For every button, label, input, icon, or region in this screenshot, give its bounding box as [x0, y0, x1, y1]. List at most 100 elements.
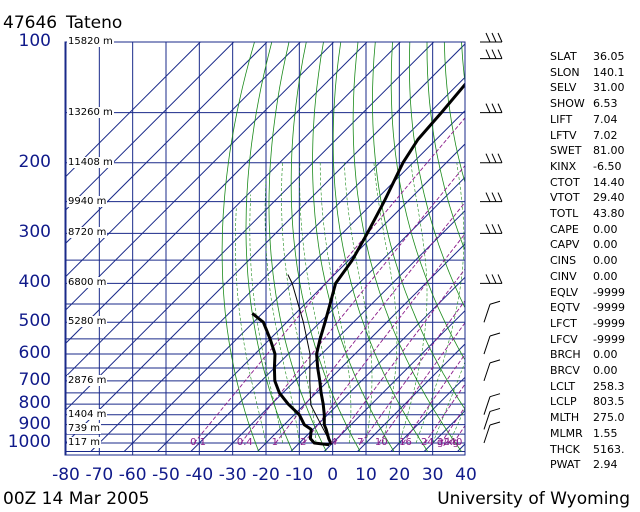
isotherm-line	[90, 76, 465, 452]
wind-barb	[480, 274, 503, 284]
mixing-ratio-label: 16	[399, 437, 412, 448]
index-value: 275.0	[593, 411, 625, 425]
mixing-ratio-label: 0.1	[190, 437, 206, 448]
index-name: KINX	[550, 159, 577, 173]
index-value: -9999	[593, 301, 625, 315]
mixing-ratio-label: 32	[436, 437, 450, 448]
wind-barb	[480, 224, 503, 234]
index-name: MLMR	[550, 426, 583, 440]
index-name: LCLT	[550, 379, 576, 393]
index-name: EQTV	[550, 301, 580, 315]
index-value: 5163.	[593, 442, 625, 456]
mixing-ratio-line	[275, 201, 465, 444]
index-value: -9999	[593, 332, 625, 346]
pressure-tick-label: 500	[18, 311, 51, 332]
temperature-tick-label: -50	[152, 465, 180, 485]
mixing-ratio-line	[360, 300, 465, 444]
height-label: 1404 m	[67, 408, 108, 420]
moist-adiabat	[432, 361, 465, 444]
pressure-tick-label: 400	[18, 272, 51, 293]
index-value: 2.94	[593, 458, 618, 472]
index-value: -9999	[593, 316, 625, 330]
height-label: 6800 m	[67, 277, 108, 289]
mixing-ratio-line	[378, 322, 465, 444]
moist-adiabat	[399, 162, 428, 444]
index-name: MLTH	[550, 411, 580, 425]
pressure-tick-label: 200	[18, 151, 51, 172]
mixing-ratio-line	[334, 268, 465, 444]
index-value: 7.04	[593, 112, 618, 126]
mixing-ratio-label: 7	[357, 437, 364, 448]
index-name: TOTL	[550, 207, 579, 220]
height-label: 117 m	[67, 437, 102, 448]
isotherm-line	[65, 42, 401, 379]
mixing-ratio-label: 24	[420, 437, 434, 448]
plot-frame	[64, 41, 466, 456]
pressure-tick-label: 700	[18, 369, 51, 390]
temperature-tick-label: -80	[52, 465, 80, 485]
moist-adiabat	[281, 162, 317, 444]
index-name: VTOT	[550, 191, 580, 205]
temperature-tick-label: 40	[455, 465, 477, 485]
pressure-tick-label: 800	[18, 393, 51, 414]
isotherm-line	[65, 42, 268, 245]
wind-barb	[483, 393, 501, 415]
index-name: LFTV	[550, 128, 577, 142]
index-value: 0.00	[593, 254, 618, 268]
mixing-ratio-label: 1	[271, 437, 278, 448]
mixing-ratio-label: 40	[449, 437, 463, 448]
index-value: 6.53	[593, 97, 618, 111]
pressure-tick-label: 100	[18, 31, 51, 51]
height-label: 11408 m	[67, 156, 114, 168]
index-value: 803.5	[593, 395, 625, 409]
isotherm-line	[65, 42, 201, 179]
index-value: -9999	[593, 285, 625, 299]
mixing-ratio-line	[240, 164, 465, 444]
isotherm-line	[65, 42, 368, 345]
index-name: PWAT	[550, 458, 581, 472]
index-name: CINS	[550, 254, 577, 268]
index-name: CTOT	[550, 175, 580, 189]
index-name: BRCV	[550, 364, 580, 377]
mixing-ratio-label: 10	[374, 437, 388, 448]
station-name: Tateno	[66, 13, 123, 33]
data-source: University of Wyoming	[437, 489, 630, 509]
pressure-tick-label: 600	[18, 343, 51, 364]
pressure-tick-label: 300	[18, 222, 51, 243]
height-label: 15820 m	[67, 36, 114, 47]
index-name: BRCH	[550, 348, 581, 362]
index-value: 0.00	[593, 269, 618, 283]
temperature-tick-label: 10	[355, 465, 377, 485]
index-value: 81.00	[593, 144, 625, 158]
wind-barb	[483, 421, 501, 444]
isotherm-line	[257, 243, 465, 452]
index-value: 7.02	[593, 128, 618, 142]
temperature-profile-line	[315, 82, 465, 445]
wind-barb	[480, 103, 503, 114]
wind-barb	[480, 192, 503, 203]
index-name: SLON	[550, 65, 580, 79]
index-name: SWET	[550, 144, 582, 158]
moist-adiabat	[373, 162, 398, 444]
index-value: 0.00	[593, 222, 618, 236]
wind-barb	[483, 300, 501, 323]
isotherm-line	[290, 276, 465, 452]
pressure-tick-label: 900	[18, 413, 51, 434]
temperature-tick-label: -30	[218, 465, 247, 485]
dewpoint-profile-line	[251, 312, 330, 447]
wind-barb	[483, 359, 501, 382]
index-value: 36.05	[593, 50, 625, 63]
mixing-ratio-label: 0.4	[236, 437, 253, 448]
dry-adiabat	[332, 42, 429, 452]
index-value: 0.00	[593, 348, 618, 362]
mixing-ratio-line	[193, 117, 465, 444]
temperature-tick-label: -20	[252, 465, 280, 485]
height-label: 9940 m	[67, 195, 108, 207]
mixing-ratio-label: g/kg	[437, 437, 459, 448]
index-name: SHOW	[550, 97, 585, 111]
moist-adiabat	[449, 407, 465, 444]
index-name: EQLV	[550, 285, 579, 299]
dry-adiabat	[390, 42, 465, 361]
dry-adiabat	[221, 42, 260, 452]
